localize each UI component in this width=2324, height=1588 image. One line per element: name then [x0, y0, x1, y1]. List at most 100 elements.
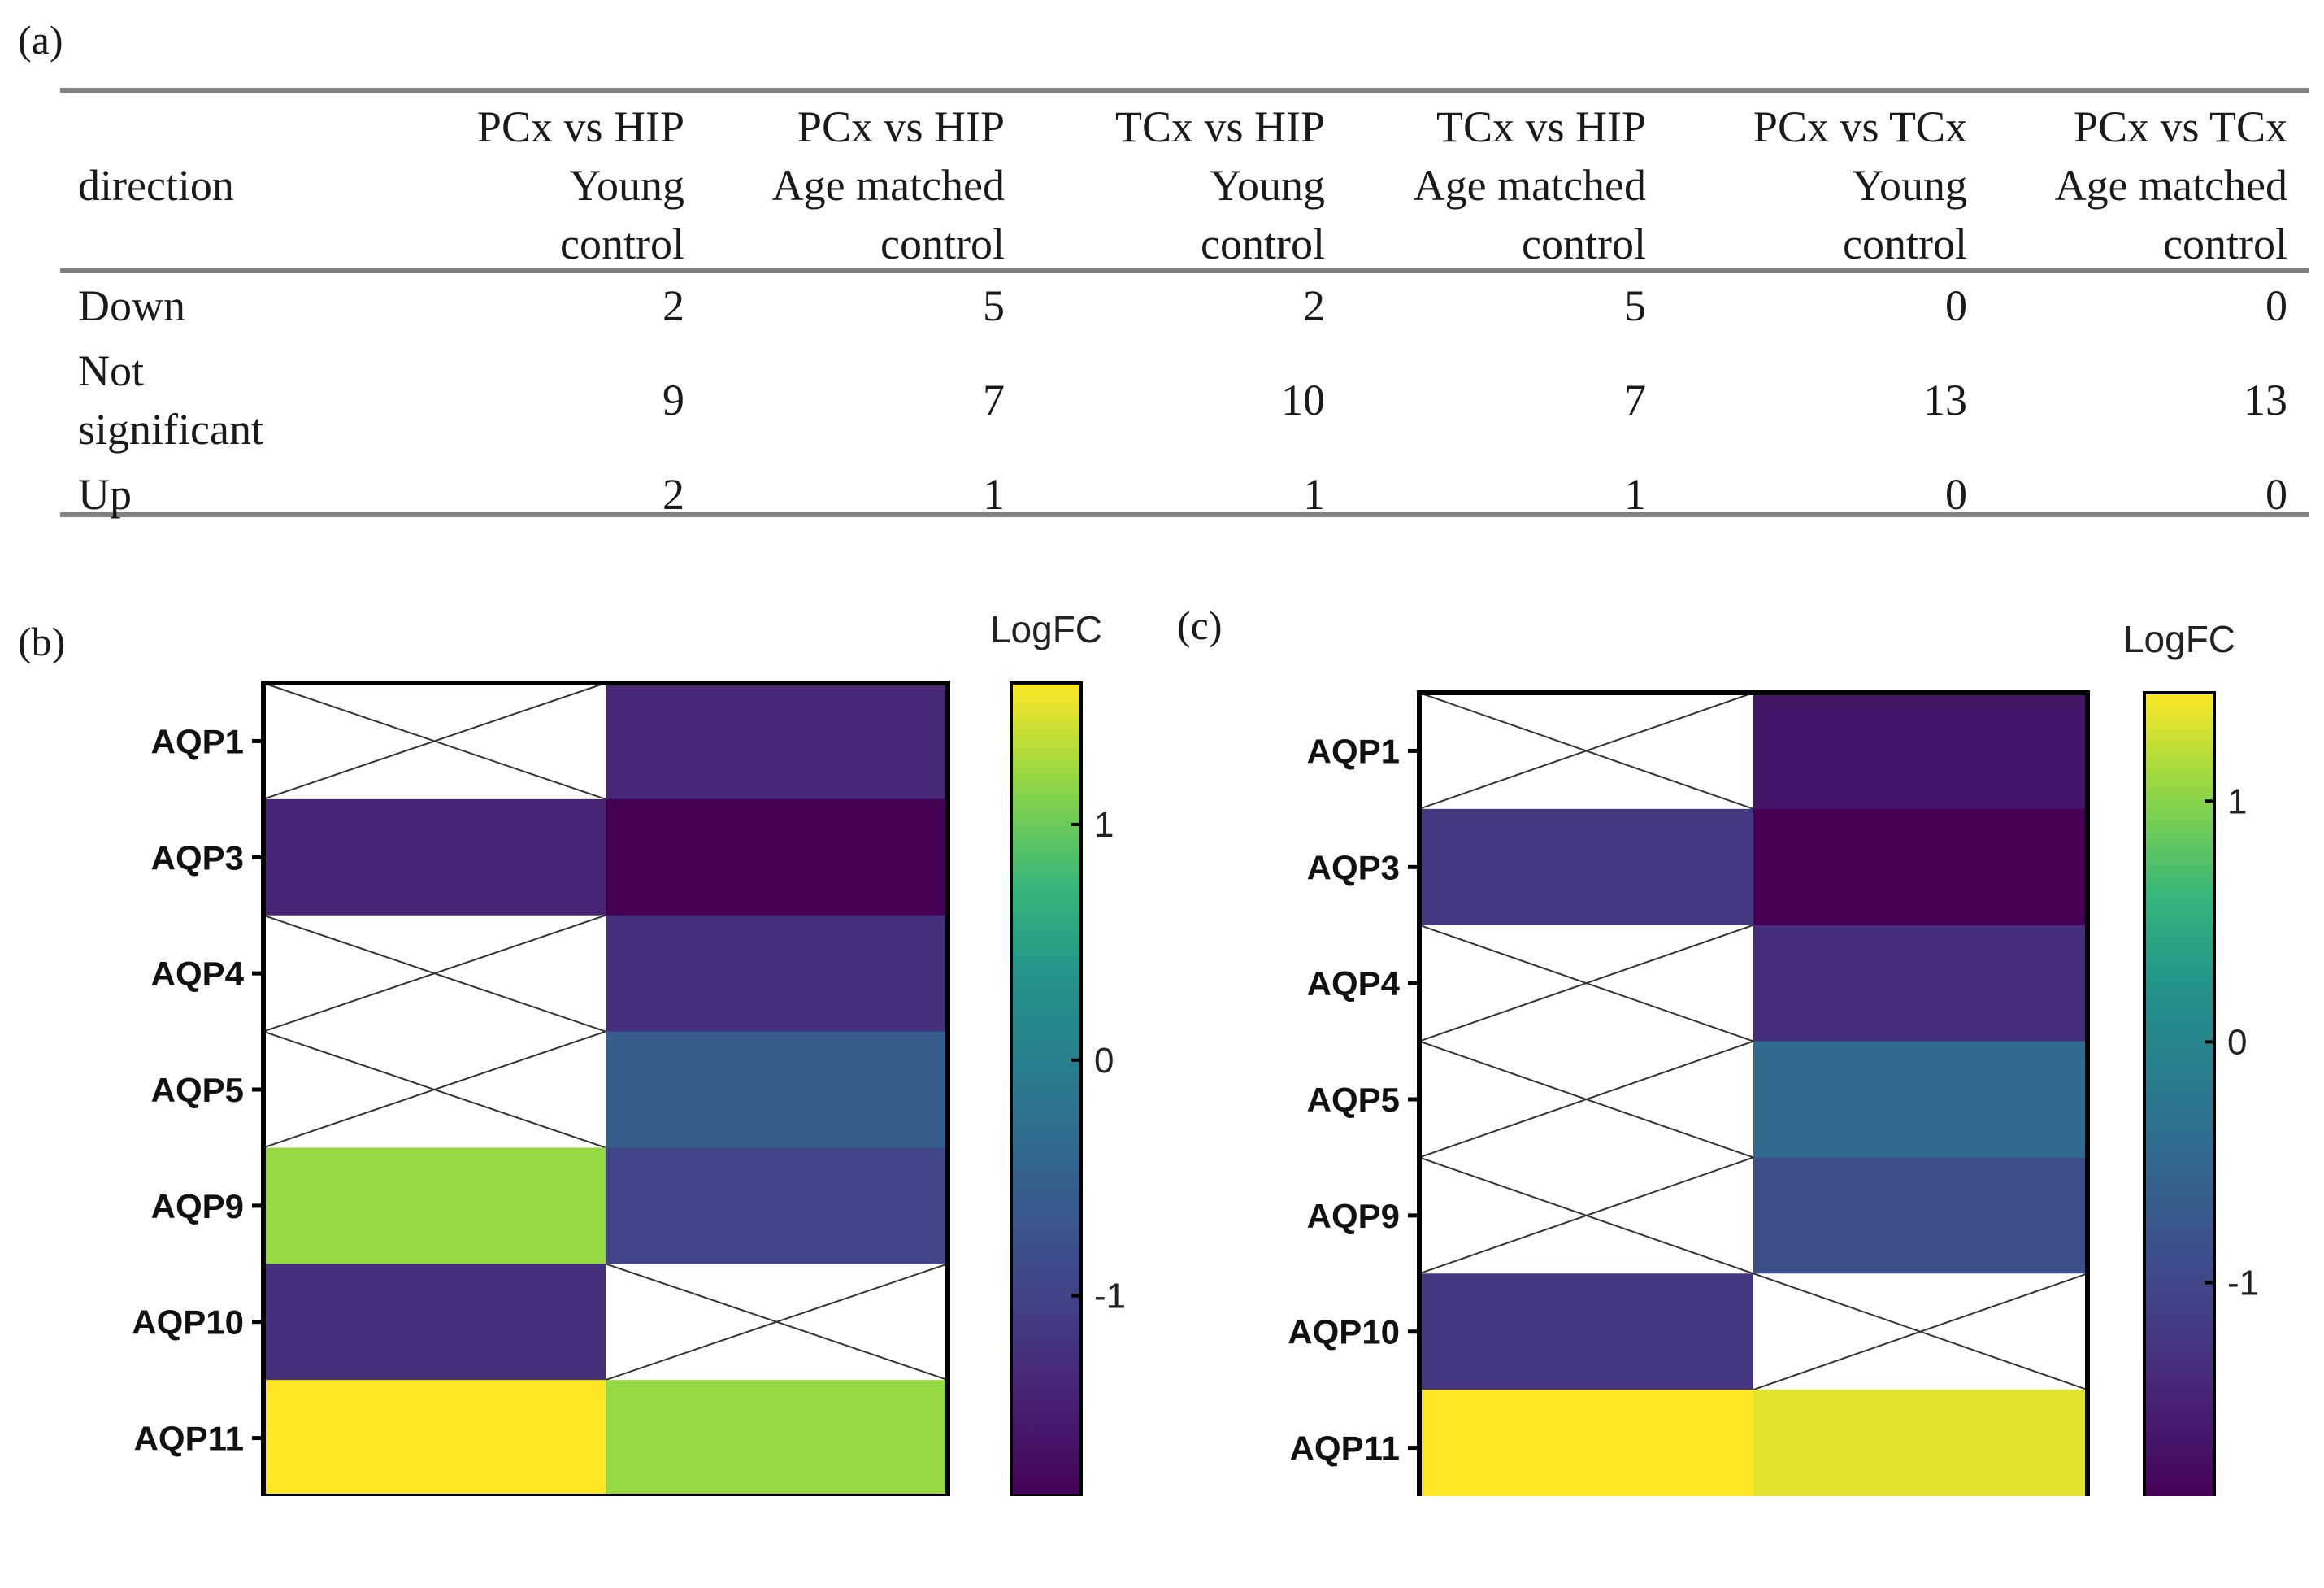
colorbar: [1010, 681, 1083, 1496]
table-column-header: control: [1201, 220, 1325, 268]
table-rule: [60, 512, 2309, 517]
table-column-header: control: [1843, 220, 1967, 268]
table-cell-value: 0: [1945, 281, 1967, 330]
row-label: AQP11: [134, 1420, 244, 1458]
table-column-header: control: [560, 220, 684, 268]
table-cell-value: 0: [2265, 470, 2287, 519]
row-label: AQP1: [1307, 732, 1400, 770]
row-label: AQP9: [151, 1187, 244, 1225]
cross-mark: [1418, 1040, 1754, 1159]
heatmap-cell: [263, 798, 606, 916]
table-column-header: control: [880, 220, 1005, 268]
cross-mark: [263, 682, 606, 800]
heatmap-cell: [1753, 1041, 2088, 1158]
row-label: AQP3: [1307, 848, 1400, 886]
heatmap-cell: [1753, 925, 2088, 1042]
cross-mark: [1753, 1273, 2088, 1391]
colorbar-tick-label: -1: [1094, 1277, 1126, 1316]
heatmap-c: AQP1AQP3AQP4AQP5AQP9AQP10AQP11TCx vs HIP…: [1288, 618, 2259, 1496]
heatmap-cell: [606, 1147, 949, 1264]
table-column-header: Age matched: [771, 161, 1005, 210]
heatmap-b: AQP1AQP3AQP4AQP5AQP9AQP10AQP11PCx vs HIP…: [132, 608, 1126, 1496]
table-rule: [60, 88, 2309, 93]
colorbar-title: LogFC: [2123, 618, 2235, 660]
table-cell-value: 5: [983, 281, 1005, 330]
panel-label-b: (b): [18, 619, 66, 664]
table-column-header: Age matched: [1413, 161, 1646, 210]
heatmap-cell: [1419, 1390, 1754, 1496]
panel-label-a: (a): [18, 17, 63, 63]
table-rule: [60, 268, 2309, 273]
cross-mark: [263, 1030, 606, 1149]
heatmap-cell: [1419, 1273, 1754, 1390]
table-cell-value: 7: [983, 376, 1005, 424]
heatmap-cell: [606, 1031, 949, 1148]
table-column-header: TCx vs HIP: [1436, 102, 1646, 151]
row-label: AQP1: [151, 722, 244, 760]
table-row-label: Not: [78, 346, 144, 395]
table-column-header: PCx vs TCx: [1753, 102, 1967, 151]
table-cell-value: 0: [2265, 281, 2287, 330]
panel-label-c: (c): [1177, 603, 1223, 648]
heatmap-cell: [1753, 693, 2088, 810]
row-label: AQP4: [151, 955, 245, 993]
cross-mark: [263, 914, 606, 1033]
table-cell-value: 0: [1945, 470, 1967, 519]
table-column-header: Age matched: [2054, 161, 2287, 210]
table-row-header: direction: [78, 161, 234, 210]
heatmap-cell: [263, 1147, 606, 1264]
cross-mark: [605, 1263, 949, 1381]
heatmap-cell: [606, 915, 949, 1033]
table-cell-value: 13: [1923, 376, 1967, 424]
table-cell-value: 13: [2244, 376, 2287, 424]
heatmap-cell: [1419, 808, 1754, 926]
table-column-header: TCx vs HIP: [1114, 102, 1325, 151]
heatmap-cell: [1753, 808, 2088, 926]
table-column-header: control: [2163, 220, 2287, 268]
table-column-header: Young: [1210, 161, 1325, 210]
table-column-header: PCx vs TCx: [2073, 102, 2287, 151]
table-column-header: PCx vs HIP: [797, 102, 1005, 151]
row-label: AQP4: [1307, 964, 1401, 1003]
row-label: AQP11: [1290, 1429, 1400, 1468]
cross-mark: [1418, 1156, 1754, 1275]
table-cell-value: 2: [662, 470, 684, 519]
heatmap-cell: [606, 1380, 949, 1496]
table-cell-value: 1: [983, 470, 1005, 519]
colorbar-tick-label: 1: [1094, 805, 1114, 845]
table-column-header: PCx vs HIP: [476, 102, 684, 151]
heatmap-cell: [263, 1380, 606, 1496]
row-label: AQP10: [132, 1303, 244, 1342]
table-cell-value: 2: [1303, 281, 1325, 330]
table-row-label: Down: [78, 281, 185, 330]
row-label: AQP3: [151, 838, 244, 877]
colorbar-tick-label: 1: [2227, 781, 2247, 821]
row-label: AQP10: [1288, 1313, 1400, 1351]
colorbar-tick-label: 0: [1094, 1041, 1114, 1081]
table-cell-value: 7: [1624, 376, 1646, 424]
heatmap-cell: [606, 798, 949, 916]
row-label: AQP5: [151, 1071, 244, 1109]
table-cell-value: 1: [1303, 470, 1325, 519]
heatmap-cell: [1753, 1157, 2088, 1274]
cross-mark: [1418, 692, 1754, 810]
table-cell-value: 2: [662, 281, 684, 330]
table-column-header: Young: [569, 161, 684, 210]
colorbar-title: LogFC: [990, 608, 1102, 650]
table-cell-value: 10: [1281, 376, 1325, 424]
row-label: AQP9: [1307, 1197, 1400, 1235]
table-column-header: control: [1522, 220, 1646, 268]
heatmap-cell: [606, 683, 949, 800]
table-row-label: Up: [78, 470, 132, 519]
colorbar-tick-label: 0: [2227, 1022, 2247, 1062]
row-label: AQP5: [1307, 1081, 1400, 1119]
table-cell-value: 9: [662, 376, 684, 424]
table-cell-value: 1: [1624, 470, 1646, 519]
heatmap-cell: [263, 1264, 606, 1381]
colorbar: [2143, 691, 2216, 1496]
table-cell-value: 5: [1624, 281, 1646, 330]
table-column-header: Young: [1852, 161, 1967, 210]
colorbar-tick-label: -1: [2227, 1263, 2259, 1303]
table-row-label: significant: [78, 405, 263, 454]
heatmap-cell: [1753, 1390, 2088, 1496]
